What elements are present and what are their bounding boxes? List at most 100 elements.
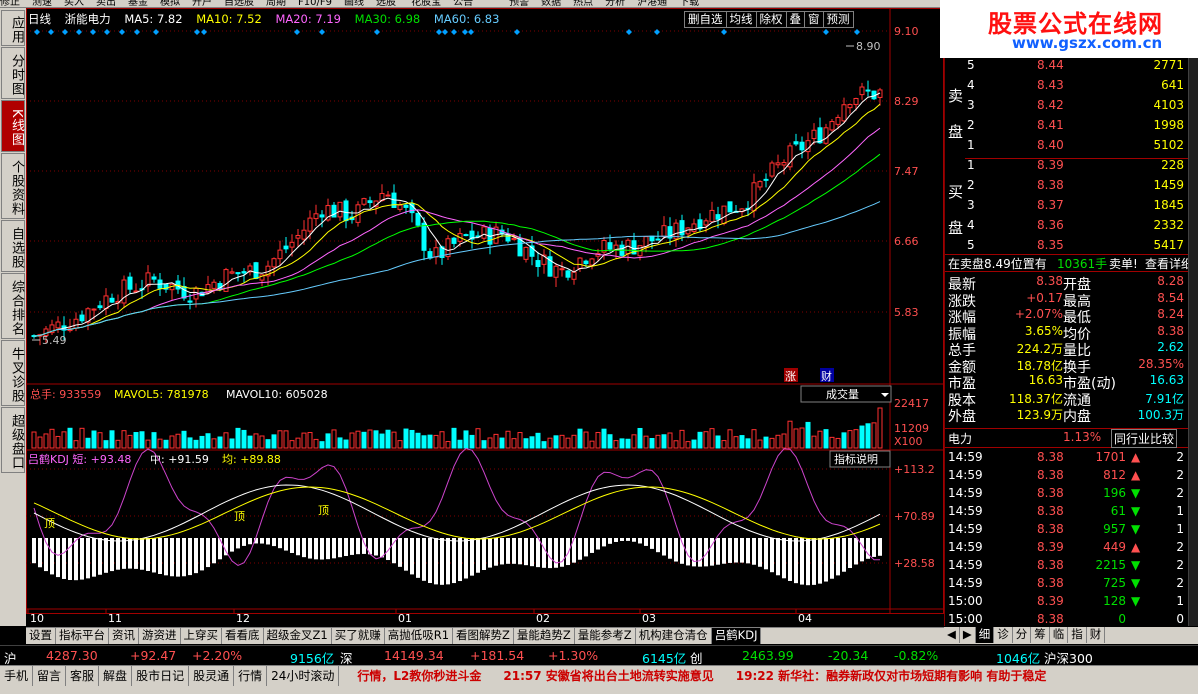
stat-value: 2.62 (1157, 340, 1184, 354)
left-tab-3[interactable]: 个股资料 (1, 153, 25, 219)
toolbar-button[interactable]: 除权 (755, 11, 787, 28)
status-button[interactable]: 客服 (66, 666, 100, 686)
quote-tab[interactable]: 指 (1068, 627, 1087, 643)
menu-item[interactable]: 数据 (541, 0, 562, 8)
quote-tab[interactable]: 分 (1013, 627, 1032, 643)
kline-chart-area[interactable]: 9.10 8.29 7.47 6.66 5.83 8.90 5.49 涨 财总手: 933559… (26, 8, 944, 626)
indicator-tab[interactable]: 设置 (26, 628, 56, 644)
menu-item[interactable]: 公告 (453, 0, 474, 8)
toolbar-button[interactable]: 预测 (822, 11, 854, 28)
tick-count: 0 (1176, 612, 1184, 626)
menu-item[interactable]: 沪港通 (637, 0, 668, 8)
indicator-tab[interactable]: 量能参考Z (575, 628, 636, 644)
candle-body (865, 89, 871, 92)
menu-item[interactable]: 开户 (192, 0, 212, 8)
vertical-scrollbar[interactable] (1188, 8, 1198, 626)
status-button[interactable]: 行情 (234, 666, 268, 686)
kdj-bar (422, 538, 426, 581)
menu-item[interactable]: 修正 (0, 0, 20, 8)
news-ticker[interactable]: 行情，L2教你秒进斗金 (357, 669, 482, 683)
kdj-bar (386, 538, 390, 561)
left-tab-2[interactable]: K线图 (1, 100, 25, 152)
toolbar-button[interactable]: 均线 (725, 11, 757, 28)
candle-body (547, 256, 553, 277)
candle-body (445, 238, 451, 258)
indicator-tab[interactable]: 看看底 (222, 628, 264, 644)
volume-bar (397, 440, 403, 449)
kdj-bar (446, 538, 450, 585)
scroll-left-icon[interactable]: ◀ (944, 627, 960, 643)
kdj-bar (854, 538, 858, 565)
kdj-bar (518, 538, 522, 565)
toolbar-button[interactable]: 叠 (785, 11, 805, 28)
news-ticker[interactable]: 21:57 安徽省将出台土地流转实施意见 (503, 669, 714, 683)
menu-item[interactable]: 自选股 (224, 0, 254, 8)
menu-item[interactable]: 模拟 (160, 0, 180, 8)
quote-tab[interactable]: 诊 (994, 627, 1013, 643)
sector-compare-button[interactable]: 同行业比较 (1111, 429, 1178, 448)
indicator-tab[interactable]: 超级金叉Z1 (264, 628, 332, 644)
menu-item[interactable]: 花股宝 (407, 0, 442, 8)
menu-item[interactable]: 买入 (64, 0, 84, 8)
quote-tab[interactable]: 筹 (1031, 627, 1050, 643)
indicator-tab[interactable]: 游资进 (139, 628, 181, 644)
status-button[interactable]: 手机 (0, 666, 34, 686)
left-tab-1[interactable]: 分时图 (1, 47, 25, 99)
kdj-bar (434, 538, 438, 585)
volume-bar (295, 437, 301, 449)
scroll-right-icon[interactable]: ▶ (960, 627, 976, 643)
status-button[interactable]: 股灵通 (189, 666, 235, 686)
ask-price: 8.41 (1037, 118, 1064, 132)
sector-percent: 1.13% (1063, 430, 1102, 444)
quote-tab[interactable]: 临 (1050, 627, 1069, 643)
volume-bar (85, 437, 91, 449)
menu-item[interactable]: 下载 (679, 0, 700, 8)
notice-detail-link[interactable]: 查看详细 (1145, 257, 1194, 271)
news-ticker[interactable]: 19:22 新华社：融券新政仅对市场短期有影响 有助于稳定 (735, 669, 1047, 683)
candle-body (529, 245, 535, 257)
left-tab-5[interactable]: 综合排名 (1, 273, 25, 339)
quote-tab[interactable]: 细 (975, 627, 995, 643)
toolbar-button[interactable]: 窗 (804, 11, 824, 28)
left-tab-7[interactable]: 超级盘口 (1, 407, 25, 473)
period-label[interactable]: 日线 (28, 12, 51, 26)
kdj-axis-label: +113.2 (894, 463, 935, 476)
menu-item[interactable]: 基金 (128, 0, 148, 8)
menu-item[interactable]: 热点 (573, 0, 594, 8)
left-tab-4[interactable]: 自选股 (1, 220, 25, 272)
indicator-tab[interactable]: 指标平台 (56, 628, 109, 644)
menu-item[interactable]: 预警 (509, 0, 530, 8)
status-button[interactable]: 24小时滚动 (267, 666, 340, 686)
indicator-tab[interactable]: 买了就赚 (332, 628, 385, 644)
indicator-tab[interactable]: 高抛低吸R1 (385, 628, 454, 644)
menu-item[interactable]: 周期 (266, 0, 286, 8)
left-tab-6[interactable]: 牛叉诊股 (1, 340, 25, 406)
kdj-bar (722, 538, 726, 564)
tick-volume: 61 (1110, 504, 1126, 518)
top-menu-bar: 修正 测速 买入 卖出 基金 模拟 开户 自选股 周期 F10/F9 画线 选股 花股宝 公告 预警 数据 热… (0, 0, 1198, 8)
menu-item[interactable]: 测速 (32, 0, 52, 8)
indicator-tab[interactable]: 吕鹤KDJ (711, 628, 762, 644)
price-axis-label: 6.66 (894, 235, 919, 248)
left-tab-0[interactable]: 应用 (1, 10, 25, 46)
candle-body (343, 200, 349, 222)
indicator-tab[interactable]: 资讯 (109, 628, 139, 644)
indicator-tab[interactable]: 看图解势Z (453, 628, 514, 644)
menu-item[interactable]: 画线 (343, 0, 364, 8)
kdj-bar (356, 538, 360, 555)
status-button[interactable]: 留言 (33, 666, 67, 686)
menu-item[interactable]: 卖出 (96, 0, 116, 8)
kdj-bar (470, 538, 474, 576)
quote-tab[interactable]: 财 (1087, 627, 1106, 643)
status-button[interactable]: 解盘 (99, 666, 133, 686)
menu-item[interactable]: F10/F9 (298, 0, 332, 8)
menu-item[interactable]: 分析 (605, 0, 626, 8)
sz-percent: +1.30% (548, 648, 599, 663)
toolbar-button[interactable]: 删自选 (684, 11, 727, 28)
status-button[interactable]: 股市日记 (132, 666, 190, 686)
indicator-tab[interactable]: 量能趋势Z (514, 628, 575, 644)
volume-bar (631, 434, 637, 449)
indicator-tab[interactable]: 机构建仓清仓 (636, 628, 712, 644)
indicator-tab[interactable]: 上穿买 (181, 628, 222, 644)
menu-item[interactable]: 选股 (375, 0, 396, 8)
